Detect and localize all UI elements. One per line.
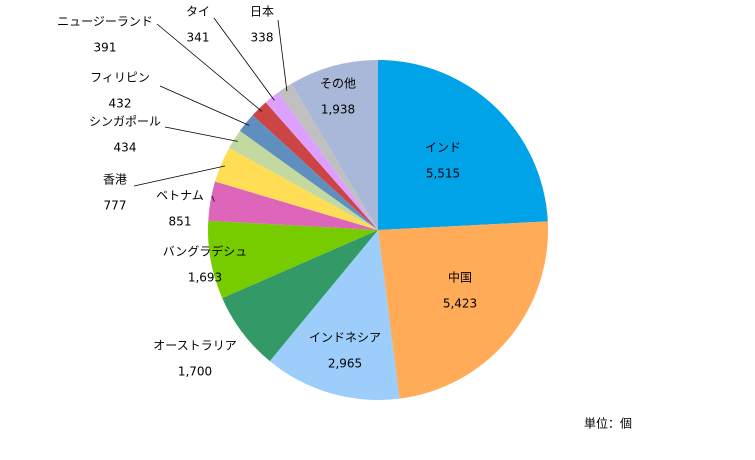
value-label: 851 [169, 215, 192, 229]
pie-slice [265, 92, 378, 230]
slice-label: ニュージーランド [57, 15, 153, 29]
value-label: 341 [187, 31, 210, 45]
pie-slice [208, 181, 378, 230]
pie-slice [378, 60, 548, 230]
slice-label: フィリピン [90, 71, 150, 85]
value-label: 2,965 [328, 357, 362, 371]
pie-slice [239, 115, 378, 230]
slice-label: インド [425, 141, 461, 155]
value-label: 5,515 [426, 167, 460, 181]
value-label: 1,700 [178, 365, 212, 379]
slice-label: タイ [186, 5, 210, 19]
leader-line [164, 126, 238, 142]
leader-line [277, 19, 288, 92]
leader-line [159, 85, 250, 126]
slice-label: 日本 [250, 5, 274, 19]
leader-line [213, 17, 275, 101]
leader-line [211, 195, 215, 202]
leader-line [133, 165, 225, 187]
value-label: 1,693 [188, 271, 222, 285]
pie-slice [269, 230, 400, 400]
value-label: 1,938 [321, 103, 355, 117]
value-label: 434 [114, 141, 137, 155]
value-label: 391 [94, 41, 117, 55]
value-label: 5,423 [443, 297, 477, 311]
slice-label: インドネシア [309, 331, 381, 345]
pie-slice [215, 148, 378, 230]
slice-label: オーストラリア [153, 339, 236, 353]
unit-note: 単位：個 [584, 416, 632, 431]
leader-line [156, 23, 263, 112]
slice-label: バングラデシュ [163, 244, 248, 259]
slice-label: 香港 [103, 173, 127, 187]
pie-slice [378, 221, 548, 399]
pie-slice [252, 102, 378, 230]
pie-slice [278, 83, 378, 230]
slice-label: ベトナム [156, 189, 204, 203]
value-label: 432 [109, 97, 132, 111]
slice-label: 中国 [448, 270, 472, 285]
value-label: 777 [104, 199, 127, 213]
pie-slice [229, 130, 378, 230]
value-label: 338 [251, 31, 274, 45]
slice-label: その他 [320, 77, 356, 91]
pie-slice [291, 60, 378, 230]
pie-slice [208, 220, 378, 299]
slice-label: シンガポール [89, 115, 161, 129]
pie-slice [222, 230, 378, 362]
